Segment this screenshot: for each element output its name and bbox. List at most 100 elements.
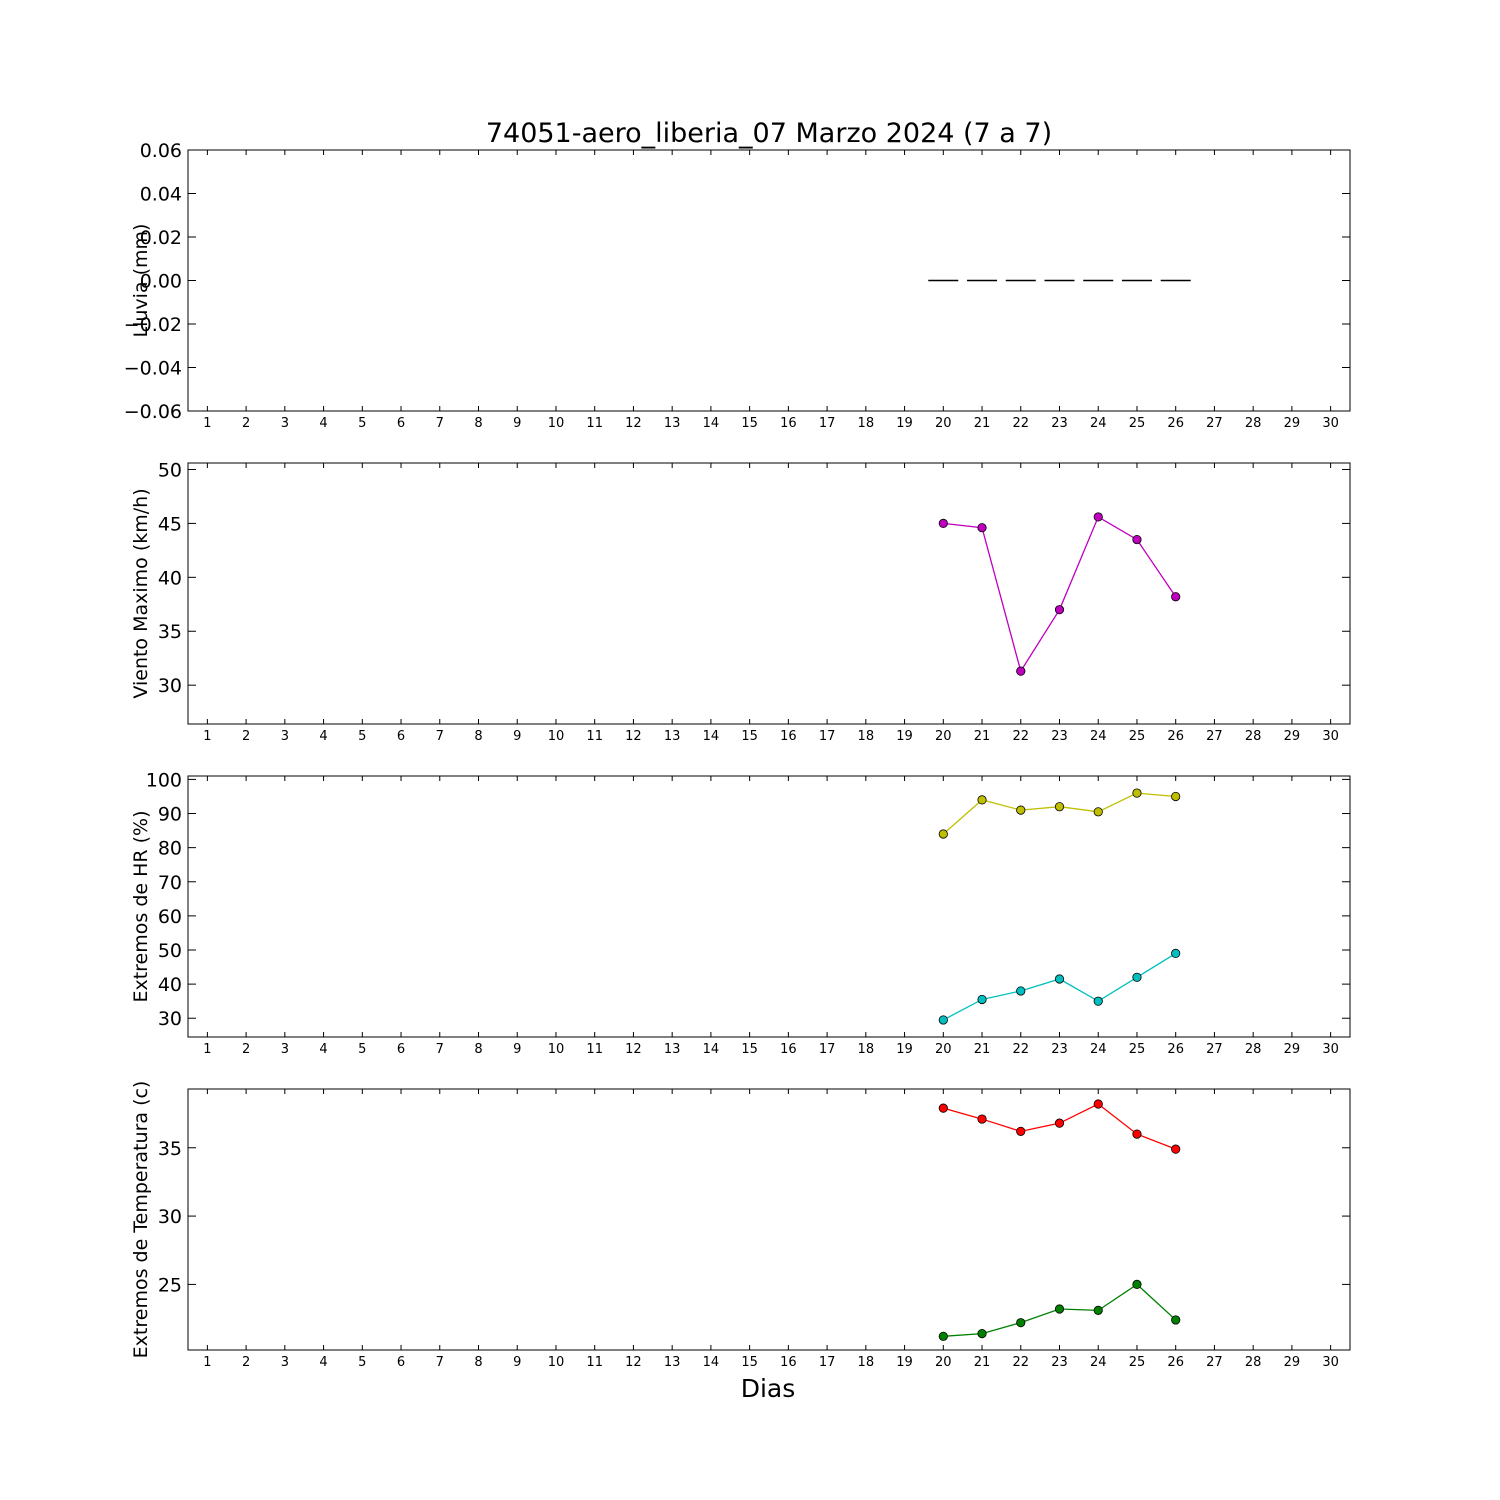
x-tick-label: 30	[1322, 1042, 1339, 1057]
x-tick-label: 12	[625, 1355, 642, 1370]
x-tick-label: 4	[319, 1042, 327, 1057]
plot-frame	[187, 775, 1351, 1038]
x-tick-label: 23	[1051, 1355, 1068, 1370]
x-tick-label: 24	[1090, 729, 1107, 744]
x-tick-label: 18	[858, 1042, 875, 1057]
series-1	[938, 512, 1181, 676]
x-tick-label: 26	[1167, 416, 1184, 431]
x-tick-label: 13	[664, 1042, 681, 1057]
x-tick-label: 27	[1206, 416, 1223, 431]
x-tick-label: 25	[1129, 416, 1146, 431]
plot-frame	[187, 462, 1351, 725]
data-point	[1054, 1118, 1065, 1128]
data-point	[1054, 1304, 1065, 1314]
x-tick-label: 7	[436, 416, 444, 431]
x-tick-label: 9	[513, 416, 521, 431]
x-tick-label: 19	[896, 1042, 913, 1057]
x-tick-label: 8	[474, 729, 482, 744]
data-point	[1171, 1144, 1181, 1154]
x-tick-label: 3	[281, 1042, 289, 1057]
x-tick-label: 16	[780, 1355, 797, 1370]
x-tick-label: 6	[397, 729, 405, 744]
x-tick-label: 17	[819, 729, 836, 744]
x-tick-label: 15	[741, 1042, 758, 1057]
data-point	[1016, 666, 1026, 676]
y-tick-label: −0.02	[124, 314, 182, 336]
plot-frame	[187, 1088, 1351, 1351]
x-tick-label: 11	[586, 1355, 603, 1370]
x-tick-label: 19	[896, 416, 913, 431]
x-tick-label: 30	[1322, 416, 1339, 431]
y-tick-label: 35	[158, 1138, 182, 1160]
data-point	[1016, 1126, 1026, 1136]
x-tick-label: 29	[1284, 1042, 1301, 1057]
x-tick-label: 7	[436, 1355, 444, 1370]
series-2	[938, 948, 1181, 1025]
x-tick-label: 6	[397, 1355, 405, 1370]
y-axis-label: Extremos de Temperatura (c)	[130, 1081, 152, 1359]
x-tick-label: 19	[896, 1355, 913, 1370]
x-tick-label: 22	[1012, 1355, 1029, 1370]
x-tick-label: 29	[1284, 1355, 1301, 1370]
data-point	[977, 523, 987, 533]
x-tick-label: 2	[242, 1042, 250, 1057]
x-tick-label: 14	[703, 416, 720, 431]
x-tick-label: 25	[1129, 729, 1146, 744]
y-tick-label: 0.06	[140, 140, 182, 162]
subplot-2: 1 2 3 4 5 6 7 8 9 10 11 12 13 14 15 16 17 18 19 20 21 22 23 24 2…	[130, 459, 1351, 744]
x-tick-label: 21	[974, 1355, 991, 1370]
data-point	[1016, 1318, 1026, 1328]
x-tick-label: 11	[586, 1042, 603, 1057]
x-tick-label: 1	[203, 416, 211, 431]
x-tick-label: 8	[474, 1355, 482, 1370]
x-tick-label: 20	[935, 1355, 952, 1370]
x-tick-label: 27	[1206, 1355, 1223, 1370]
x-tick-label: 8	[474, 1042, 482, 1057]
x-tick-label: 16	[780, 729, 797, 744]
x-tick-label: 15	[741, 416, 758, 431]
data-point	[1171, 948, 1181, 959]
y-tick-label: 30	[158, 1008, 182, 1030]
series-1	[938, 788, 1181, 839]
x-tick-label: 24	[1090, 416, 1107, 431]
x-tick-label: 2	[242, 1355, 250, 1370]
x-tick-label: 10	[548, 416, 565, 431]
x-tick-label: 27	[1206, 1042, 1223, 1057]
x-tick-label: 30	[1322, 1355, 1339, 1370]
x-tick-label: 25	[1129, 1042, 1146, 1057]
data-point	[1171, 592, 1181, 602]
x-tick-label: 10	[548, 1042, 565, 1057]
data-point	[1132, 534, 1142, 545]
x-tick-label: 4	[319, 729, 327, 744]
data-point	[1132, 972, 1142, 982]
x-tick-label: 25	[1129, 1355, 1146, 1370]
x-tick-label: 23	[1051, 1042, 1068, 1057]
x-tick-label: 15	[741, 1355, 758, 1370]
x-tick-label: 26	[1167, 1042, 1184, 1057]
x-tick-label: 17	[819, 1355, 836, 1370]
x-tick-label: 5	[358, 1355, 366, 1370]
y-tick-label: 25	[158, 1274, 182, 1296]
x-tick-label: 29	[1284, 729, 1301, 744]
x-tick-label: 10	[548, 729, 565, 744]
y-tick-label: −0.06	[124, 401, 182, 423]
x-tick-label: 14	[703, 729, 720, 744]
y-tick-label: 30	[158, 1206, 182, 1228]
data-point	[1054, 605, 1065, 615]
x-tick-label: 15	[741, 729, 758, 744]
subplot-3: 1 2 3 4 5 6 7 8 9 10 11 12 13 14 15 16 17 18 19 20 21 22 23 24 2…	[130, 769, 1351, 1057]
x-tick-label: 11	[586, 729, 603, 744]
y-tick-label: 90	[158, 804, 182, 826]
x-tick-label: 8	[474, 416, 482, 431]
y-tick-label: 80	[158, 838, 182, 860]
x-tick-label: 6	[397, 416, 405, 431]
x-tick-label: 9	[513, 1042, 521, 1057]
data-point	[938, 518, 948, 528]
y-axis-label: Lluvia (mm)	[130, 224, 152, 338]
x-tick-label: 2	[242, 729, 250, 744]
x-tick-label: 22	[1012, 416, 1029, 431]
data-point	[977, 1114, 987, 1124]
data-point	[938, 1103, 948, 1113]
x-tick-label: 23	[1051, 729, 1068, 744]
